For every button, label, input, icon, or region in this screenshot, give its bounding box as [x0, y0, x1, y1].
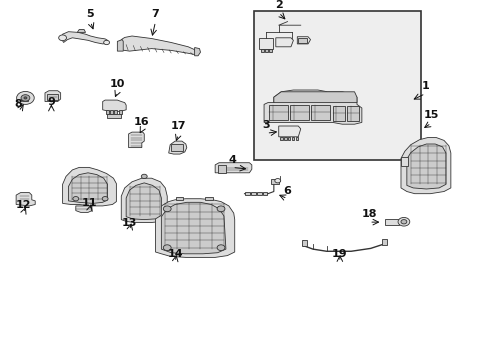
Bar: [268, 105, 287, 120]
Polygon shape: [62, 167, 116, 206]
Bar: [382, 239, 386, 245]
Bar: [284, 137, 286, 140]
Text: 15: 15: [423, 110, 438, 120]
Text: 3: 3: [262, 120, 270, 130]
Bar: [271, 179, 278, 184]
Bar: [346, 106, 359, 121]
Polygon shape: [406, 144, 445, 189]
Text: 14: 14: [167, 249, 183, 259]
Polygon shape: [120, 36, 195, 55]
Circle shape: [21, 95, 30, 101]
Bar: [298, 38, 306, 43]
Bar: [22, 99, 28, 101]
Text: 13: 13: [122, 217, 137, 228]
Circle shape: [400, 220, 406, 224]
Circle shape: [59, 35, 66, 41]
Bar: [110, 110, 113, 114]
Bar: [280, 137, 282, 140]
Circle shape: [24, 97, 27, 99]
Circle shape: [102, 197, 108, 201]
Circle shape: [217, 206, 224, 212]
Text: 4: 4: [228, 154, 236, 165]
Polygon shape: [275, 38, 293, 47]
Text: 9: 9: [47, 97, 55, 107]
Polygon shape: [117, 40, 123, 51]
Text: 12: 12: [16, 200, 31, 210]
Circle shape: [73, 197, 79, 201]
Text: 2: 2: [274, 0, 282, 10]
Circle shape: [141, 174, 147, 179]
Circle shape: [217, 245, 224, 251]
Bar: [301, 240, 306, 246]
Bar: [385, 219, 398, 225]
Polygon shape: [264, 90, 361, 124]
Circle shape: [163, 245, 171, 251]
Text: 17: 17: [170, 121, 186, 131]
Bar: [205, 197, 212, 200]
Polygon shape: [155, 199, 234, 257]
Bar: [114, 110, 117, 114]
Text: 11: 11: [81, 198, 97, 208]
Polygon shape: [278, 126, 300, 137]
Polygon shape: [256, 192, 261, 195]
Polygon shape: [16, 193, 35, 206]
Bar: [217, 165, 226, 173]
Text: 16: 16: [134, 117, 149, 127]
Polygon shape: [126, 183, 161, 220]
Bar: [287, 137, 290, 140]
Bar: [269, 49, 272, 52]
Polygon shape: [61, 32, 107, 44]
Circle shape: [397, 217, 409, 226]
Text: 5: 5: [86, 9, 94, 19]
Polygon shape: [273, 92, 356, 103]
Text: 6: 6: [283, 186, 291, 196]
Text: 1: 1: [421, 81, 428, 91]
Bar: [332, 106, 344, 121]
Bar: [176, 197, 183, 200]
Polygon shape: [194, 48, 200, 56]
Polygon shape: [250, 192, 255, 195]
Text: 19: 19: [331, 249, 347, 259]
Bar: [310, 105, 329, 120]
Polygon shape: [400, 157, 407, 166]
Polygon shape: [215, 163, 251, 173]
Polygon shape: [102, 100, 126, 112]
Polygon shape: [68, 173, 107, 203]
Bar: [291, 137, 294, 140]
Bar: [295, 137, 298, 140]
Polygon shape: [121, 178, 167, 222]
Polygon shape: [76, 206, 92, 212]
Text: 8: 8: [15, 99, 22, 109]
Circle shape: [17, 91, 34, 104]
Text: 18: 18: [361, 209, 376, 219]
Polygon shape: [168, 141, 186, 154]
Bar: [264, 49, 267, 52]
Polygon shape: [161, 202, 225, 254]
Polygon shape: [45, 91, 61, 102]
Bar: [260, 49, 263, 52]
Polygon shape: [262, 192, 267, 195]
Polygon shape: [128, 132, 144, 148]
Text: 10: 10: [109, 79, 125, 89]
Polygon shape: [259, 38, 272, 49]
Polygon shape: [400, 138, 450, 194]
Polygon shape: [244, 192, 249, 195]
Circle shape: [274, 179, 280, 183]
Bar: [254, 11, 420, 160]
Circle shape: [103, 40, 109, 45]
Bar: [105, 110, 108, 114]
Text: 7: 7: [151, 9, 159, 19]
Bar: [106, 114, 121, 118]
Bar: [119, 110, 122, 114]
Bar: [289, 105, 308, 120]
Polygon shape: [77, 30, 85, 32]
Polygon shape: [297, 37, 310, 44]
Bar: [47, 94, 58, 100]
Bar: [171, 144, 183, 151]
Circle shape: [163, 206, 171, 212]
